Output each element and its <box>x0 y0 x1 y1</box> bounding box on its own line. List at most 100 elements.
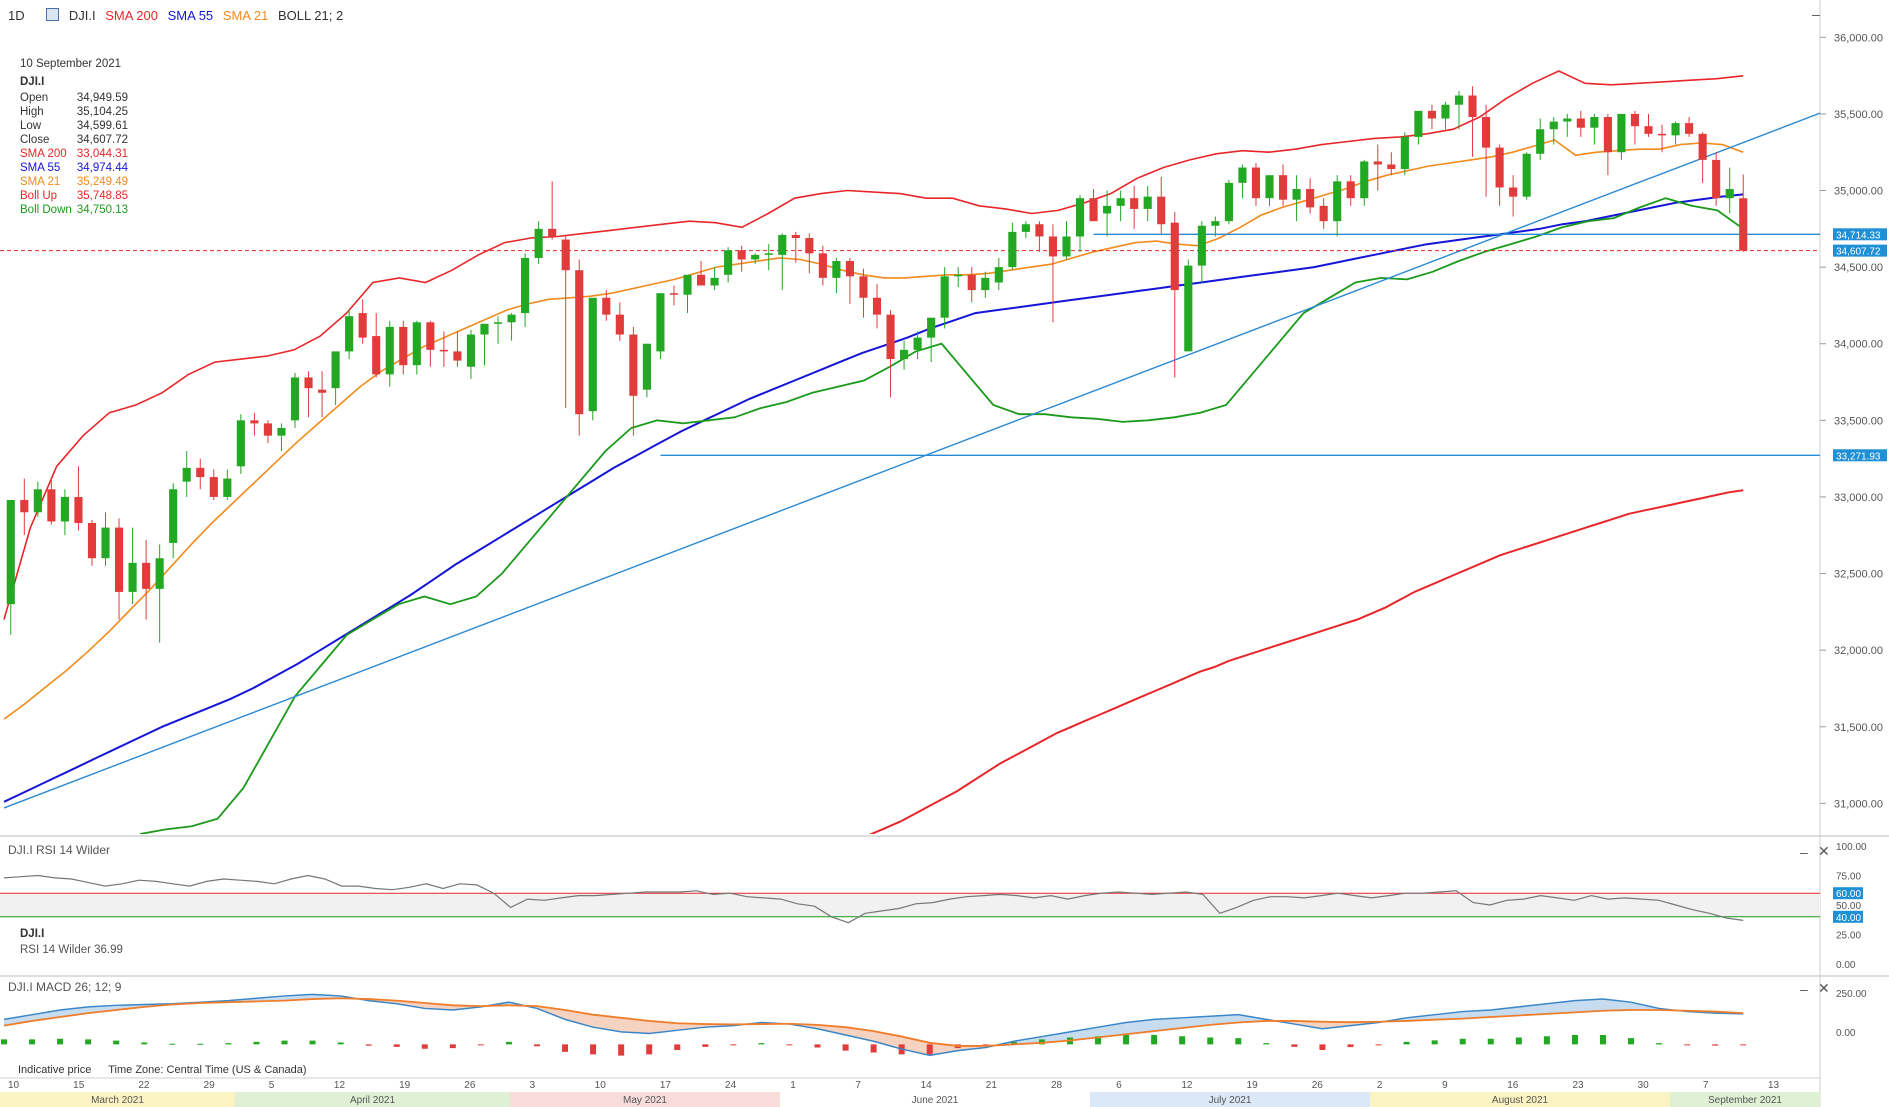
ohlc-info-panel: 10 September 2021 DJI.I Open 34,949.59 Hig… <box>20 57 128 217</box>
indicator-sma200[interactable]: SMA 200 <box>105 8 158 23</box>
macd-histogram-bar <box>1038 1039 1045 1045</box>
macd-histogram-bar <box>1740 1044 1747 1046</box>
candle-body <box>1008 231 1017 268</box>
candle-body <box>696 274 706 286</box>
indicator-sma55[interactable]: SMA 55 <box>167 8 214 23</box>
macd-close-icon[interactable]: ✕ <box>1818 980 1830 996</box>
candle-body <box>1712 159 1721 199</box>
candle-body <box>1468 95 1477 117</box>
macd-histogram-bar <box>674 1044 681 1050</box>
candle-body <box>128 562 137 592</box>
candle-body <box>1103 205 1112 214</box>
candle-body <box>1685 123 1694 134</box>
date-tick-label: 26 <box>1312 1080 1324 1091</box>
candle-body <box>412 322 421 366</box>
macd-histogram-bar <box>702 1044 709 1047</box>
price-marker-badge <box>1833 449 1887 462</box>
chart-settings-icon[interactable] <box>46 8 60 21</box>
candle-body <box>1427 110 1436 119</box>
date-tick-label: 30 <box>1638 1080 1650 1091</box>
candle-body <box>900 349 909 360</box>
candle-body <box>1048 236 1058 257</box>
candle-body <box>1671 123 1680 136</box>
price-plot <box>0 70 1820 834</box>
signal-line <box>3 997 1744 1047</box>
macd-histogram-bar <box>562 1044 569 1052</box>
candle-body <box>6 500 15 605</box>
macd-histogram-bar <box>225 1043 232 1045</box>
macd-histogram-bar <box>141 1042 148 1045</box>
date-tick-label: 26 <box>464 1080 476 1091</box>
candle-body <box>1170 222 1179 291</box>
timeframe-label[interactable]: 1D <box>8 8 25 23</box>
macd-minimize-icon[interactable]: – <box>1800 981 1808 997</box>
price-tick-label: 32,500.00 <box>1834 569 1883 581</box>
candle-body <box>399 326 408 366</box>
macd-histogram-bar <box>1712 1044 1719 1046</box>
boll-down-line <box>139 197 1744 834</box>
macd-histogram-bar <box>618 1044 625 1056</box>
macd-fill <box>4 1014 33 1026</box>
info-row-value: 35,104.25 <box>76 106 128 118</box>
rsi-tick-label: 60.00 <box>1836 889 1861 900</box>
macd-histogram-bar <box>1319 1044 1326 1050</box>
macd-histogram-bar <box>814 1044 821 1048</box>
rsi-close-icon[interactable]: ✕ <box>1818 843 1830 859</box>
candle-body <box>101 527 110 559</box>
symbol-label[interactable]: DJI.I <box>68 8 96 23</box>
month-band-label: March 2021 <box>91 1095 144 1106</box>
macd-fill <box>1434 1011 1463 1020</box>
macd-histogram-bar <box>1207 1037 1214 1045</box>
macd-histogram-bar <box>982 1044 989 1046</box>
macd-histogram-bar <box>926 1044 933 1055</box>
candle-body <box>1454 95 1464 105</box>
candle-body <box>1184 265 1193 352</box>
macd-histogram-bar <box>1151 1035 1158 1045</box>
candle-body <box>994 267 1003 283</box>
candle-body <box>710 277 719 286</box>
macd-fill <box>1294 1020 1323 1029</box>
candle-body <box>1075 198 1085 237</box>
info-row-value: 33,044.31 <box>76 148 128 160</box>
macd-histogram-bar <box>449 1044 456 1049</box>
candle-body <box>1224 182 1233 222</box>
month-band <box>1370 1092 1670 1107</box>
rsi-marker-badge <box>1833 887 1863 900</box>
candle-body <box>940 276 949 318</box>
rsi-value: RSI 14 Wilder 36.99 <box>20 944 123 956</box>
candle-body <box>507 314 516 323</box>
info-symbol: DJI.I <box>20 76 45 88</box>
price-tick-label: 36,000.00 <box>1834 32 1883 44</box>
candle-body <box>642 343 651 390</box>
candle-body <box>629 334 638 396</box>
candle-body <box>1617 113 1626 153</box>
boll-up-line <box>3 70 1744 620</box>
macd-histogram-bar <box>169 1043 176 1045</box>
price-tick-label: 34,500.00 <box>1834 262 1883 274</box>
candle-body <box>236 420 245 467</box>
date-tick-label: 17 <box>660 1080 672 1091</box>
candle-body <box>47 489 56 522</box>
macd-histogram-bar <box>646 1044 653 1055</box>
macd-tick-label: 250.00 <box>1836 989 1867 1000</box>
macd-histogram-bar <box>533 1044 540 1047</box>
candle-body <box>223 478 232 497</box>
candle-body <box>1495 147 1504 188</box>
candle-body <box>1130 198 1139 209</box>
info-row-value: 34,599.61 <box>76 120 128 132</box>
trendline <box>3 112 1820 809</box>
indicator-sma21[interactable]: SMA 21 <box>222 8 269 23</box>
candle-body <box>859 276 868 298</box>
candle-body <box>764 253 773 255</box>
candle-body <box>345 316 354 352</box>
macd-histogram-bar <box>113 1040 120 1045</box>
candle-body <box>155 558 164 589</box>
info-row-label: SMA 21 <box>20 176 61 188</box>
macd-histogram-bar <box>1459 1038 1466 1045</box>
indicator-boll[interactable]: BOLL 21; 2 <box>277 8 344 23</box>
macd-histogram-bar <box>365 1044 372 1046</box>
candle-body <box>1698 133 1707 160</box>
rsi-minimize-icon[interactable]: – <box>1800 844 1808 860</box>
price-panel-minimize-icon[interactable]: – <box>1812 6 1820 22</box>
